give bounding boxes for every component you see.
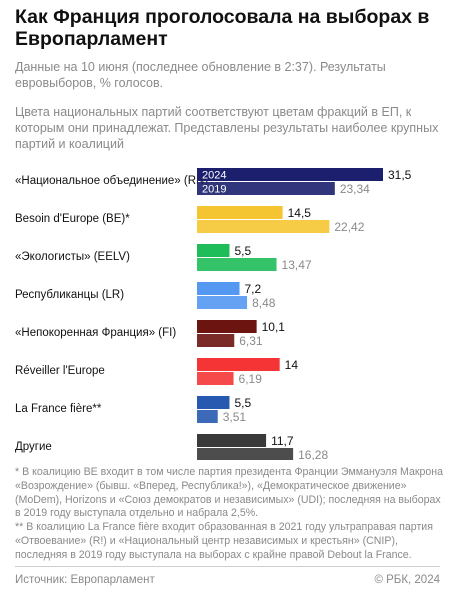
value-label: 10,1	[262, 320, 286, 334]
footnote-france-fiere: ** В коалицию La France fière входит обр…	[15, 521, 433, 561]
bar-2019	[197, 410, 218, 423]
value-label: 6,31	[239, 334, 263, 348]
source-label: Источник: Европарламент	[15, 574, 155, 586]
value-label: 31,5	[388, 168, 412, 182]
category-label: Besoin d'Europe (BE)*	[15, 213, 130, 225]
bar-2024	[197, 396, 230, 409]
category-label: «Непокоренная Франция» (FI)	[15, 327, 176, 339]
footnote-be: * В коалицию BE входит в том числе парти…	[15, 466, 444, 520]
value-label: 16,28	[298, 448, 328, 460]
chart-subtitle: Данные на 10 июня (последнее обновление …	[15, 60, 386, 90]
bar-2019	[197, 334, 235, 347]
value-label: 6,19	[239, 372, 263, 386]
bar-2019	[197, 448, 294, 460]
bar-2024	[197, 244, 230, 257]
bar-2019	[197, 296, 248, 309]
bar-2024	[197, 434, 267, 447]
bar-2019	[197, 258, 277, 271]
category-label: Réveiller l'Europe	[15, 365, 105, 377]
category-label: «Национальное объединение» (RN)	[15, 175, 208, 187]
legend-label-2024: 2024	[202, 170, 226, 182]
copyright-label: © РБК, 2024	[374, 574, 440, 586]
bar-2019	[197, 372, 234, 385]
bar-2019	[197, 220, 330, 233]
category-label: «Экологисты» (EELV)	[15, 251, 130, 263]
chart-note: Цвета национальных партий соответствуют …	[15, 105, 439, 151]
bar-2024	[197, 320, 257, 333]
value-label: 14,5	[288, 206, 312, 220]
footnotes: * В коалицию BE входит в том числе парти…	[15, 466, 445, 563]
value-label: 13,47	[282, 258, 312, 272]
bar-2019	[197, 182, 335, 195]
legend-label-2019: 2019	[202, 184, 226, 196]
category-label: Республиканцы (LR)	[15, 289, 124, 301]
bar-2024	[197, 168, 383, 181]
value-label: 22,42	[334, 220, 364, 234]
value-label: 11,7	[271, 434, 294, 448]
value-label: 5,5	[234, 244, 251, 258]
footer-divider	[15, 566, 440, 567]
category-label: La France fière**	[15, 403, 102, 415]
value-label: 3,51	[223, 410, 247, 424]
bar-chart: «Национальное объединение» (RN) 31,5 2024 2…	[15, 168, 412, 460]
value-label: 23,34	[340, 182, 370, 196]
value-label: 7,2	[245, 282, 262, 296]
value-label: 8,48	[252, 296, 276, 310]
value-label: 5,5	[234, 396, 251, 410]
bar-2024	[197, 358, 280, 371]
value-label: 14	[285, 358, 299, 372]
bar-2024	[197, 282, 240, 295]
bar-2024	[197, 206, 283, 219]
chart-title: Как Франция проголосовала на выборах в Е…	[15, 6, 430, 50]
category-label: Другие	[15, 441, 52, 453]
